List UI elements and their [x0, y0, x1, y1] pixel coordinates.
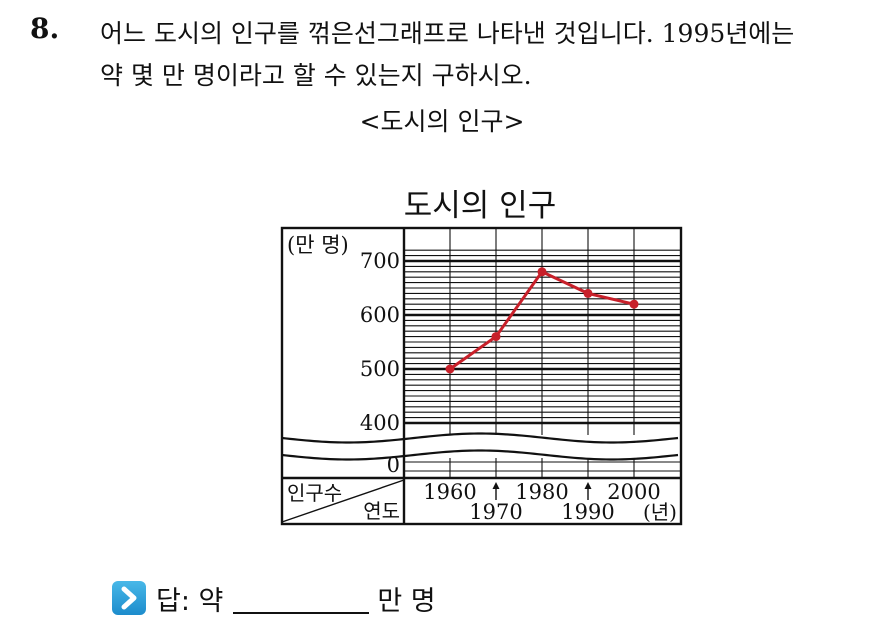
x-tick-label: 1970	[469, 500, 522, 524]
answer-blank-field[interactable]	[233, 582, 370, 614]
answer-label: 답: 약	[156, 585, 224, 617]
corner-divider	[281, 479, 405, 523]
answer-unit: 만 명	[377, 585, 436, 617]
y-tick-label: 700	[360, 249, 400, 273]
x-tick-arrowhead	[584, 482, 592, 489]
x-tick-label: 1980	[515, 480, 568, 504]
x-tick-label: 2000	[607, 480, 660, 504]
answer-row: 답: 약 만 명	[112, 580, 436, 617]
axis-break-wave-bottom	[281, 449, 679, 461]
chart-title: 도시의 인구	[403, 188, 557, 224]
data-point	[629, 299, 639, 309]
y-tick-label: 400	[360, 411, 400, 435]
question-number: 8.	[30, 12, 60, 45]
chart-caption: <도시의 인구>	[359, 107, 525, 136]
chart-frame	[280, 226, 683, 526]
data-point	[491, 332, 501, 342]
question-text-line-1: 어느 도시의 인구를 꺾은선그래프로 나타낸 것입니다. 1995년에는	[100, 19, 795, 48]
axis-break-band	[283, 435, 680, 458]
data-point	[537, 267, 547, 277]
x-tick-label: 1960	[423, 480, 476, 504]
y-tick-label: 0	[387, 453, 400, 477]
x-axis-unit-label: (년)	[643, 500, 677, 524]
y-tick-label: 600	[360, 303, 400, 327]
y-tick-label: 500	[360, 357, 400, 381]
data-point	[445, 364, 455, 374]
chevron-right-icon	[112, 581, 146, 615]
x-tick-label: 1990	[561, 500, 614, 524]
x-tick-arrowhead	[492, 482, 500, 489]
question-text-line-2: 약 몇 만 명이라고 할 수 있는지 구하시오.	[100, 61, 532, 90]
axis-break-wave-top	[281, 432, 679, 444]
data-point	[583, 288, 593, 298]
corner-col-label: 연도	[363, 499, 400, 523]
y-axis-unit-label: (만 명)	[287, 233, 349, 257]
corner-row-label: 인구수	[287, 481, 342, 505]
